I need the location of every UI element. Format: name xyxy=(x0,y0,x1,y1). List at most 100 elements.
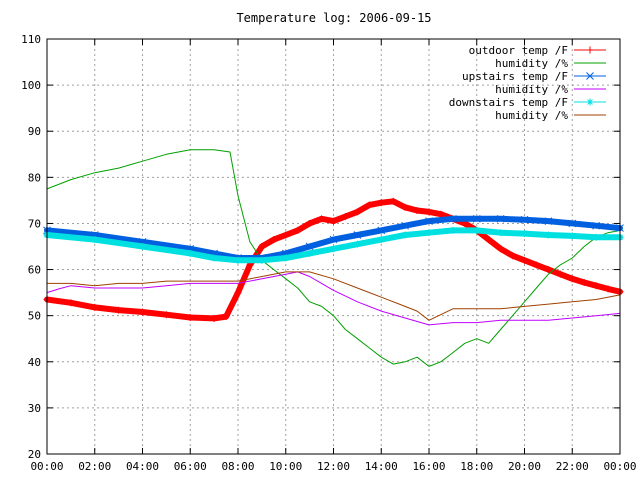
legend-label: outdoor temp /F xyxy=(469,44,568,57)
series-point-4 xyxy=(592,233,600,241)
series-point-2 xyxy=(496,214,505,223)
axis-ticks: 20 30 40 50 60 70 80 90 100 110 00:00 02:00 04:00 06:… xyxy=(21,33,636,473)
y-tick-label: 70 xyxy=(28,217,41,230)
series-point-4 xyxy=(306,249,314,257)
series-point-0 xyxy=(294,226,302,234)
series-point-4 xyxy=(401,231,409,239)
series-point-4 xyxy=(568,232,576,240)
legend-label: humidity /% xyxy=(495,109,568,122)
series-point-2 xyxy=(592,221,600,230)
series-point-0 xyxy=(425,208,433,216)
series-point-0 xyxy=(91,303,99,311)
series-point-0 xyxy=(270,236,278,244)
x-tick-label: 20:00 xyxy=(508,460,541,473)
x-tick-label: 00:00 xyxy=(603,460,636,473)
y-tick-label: 60 xyxy=(28,264,41,277)
series-point-4 xyxy=(186,249,194,257)
series-point-4 xyxy=(330,245,337,253)
series-point-0 xyxy=(389,197,397,205)
y-tick-label: 110 xyxy=(21,33,41,46)
x-tick-label: 04:00 xyxy=(126,460,159,473)
series-point-0 xyxy=(556,270,564,278)
series-point-0 xyxy=(401,203,409,211)
series-line-5 xyxy=(46,271,621,321)
series-point-0 xyxy=(604,285,612,293)
series-point-0 xyxy=(282,231,290,239)
legend-label: humidity /% xyxy=(495,57,568,70)
series-point-0 xyxy=(115,306,123,314)
series-point-0 xyxy=(437,210,445,218)
series-point-4 xyxy=(521,230,528,238)
y-tick-label: 30 xyxy=(28,402,41,415)
chart-title: Temperature log: 2006-09-15 xyxy=(236,11,431,25)
y-tick-label: 90 xyxy=(28,125,41,138)
grid xyxy=(47,39,620,454)
series-line-2 xyxy=(44,215,623,261)
series-point-2 xyxy=(377,226,386,235)
series-point-0 xyxy=(485,236,493,244)
series-point-2 xyxy=(472,214,481,223)
series-point-4 xyxy=(282,254,290,262)
y-tick-label: 50 xyxy=(28,310,41,323)
series-line-0 xyxy=(44,198,623,322)
series-point-0 xyxy=(544,266,552,274)
x-tick-label: 02:00 xyxy=(78,460,111,473)
legend-marker xyxy=(586,46,594,54)
x-tick-label: 12:00 xyxy=(317,460,350,473)
series-point-4 xyxy=(91,236,99,244)
series-point-0 xyxy=(580,278,588,286)
series-point-2 xyxy=(568,219,577,228)
x-tick-label: 18:00 xyxy=(460,460,493,473)
series-point-2 xyxy=(401,221,409,230)
series-point-4 xyxy=(139,243,146,250)
series-point-0 xyxy=(210,314,218,322)
x-tick-label: 08:00 xyxy=(221,460,254,473)
series-point-0 xyxy=(509,252,517,260)
series-point-0 xyxy=(377,199,385,207)
series-line-3 xyxy=(46,271,621,326)
series-point-4 xyxy=(473,226,481,234)
series-point-0 xyxy=(139,308,146,316)
y-tick-label: 20 xyxy=(28,448,41,461)
series-point-4 xyxy=(544,231,552,239)
series-point-2 xyxy=(353,231,362,239)
x-tick-label: 22:00 xyxy=(556,460,589,473)
series-point-0 xyxy=(365,201,373,209)
legend-label: upstairs temp /F xyxy=(462,70,568,83)
series-point-0 xyxy=(353,208,361,216)
series-point-0 xyxy=(186,314,194,322)
series-point-2 xyxy=(449,214,457,223)
series-point-4 xyxy=(353,240,361,248)
series-point-0 xyxy=(330,217,337,225)
series-point-0 xyxy=(258,243,266,250)
series-point-0 xyxy=(532,261,540,269)
x-tick-label: 16:00 xyxy=(412,460,445,473)
x-tick-label: 00:00 xyxy=(30,460,63,473)
series-point-0 xyxy=(568,275,576,283)
series-point-2 xyxy=(425,217,433,225)
series-point-0 xyxy=(521,256,528,264)
y-tick-label: 100 xyxy=(21,79,41,92)
series-point-2 xyxy=(520,215,529,224)
series-point-0 xyxy=(162,311,170,319)
series-point-4 xyxy=(425,229,433,237)
plot-series xyxy=(43,149,624,367)
series-point-2 xyxy=(544,217,553,225)
series-point-0 xyxy=(497,245,505,253)
y-tick-label: 40 xyxy=(28,356,41,369)
legend-marker xyxy=(586,72,594,80)
y-tick-label: 80 xyxy=(28,171,41,184)
series-point-0 xyxy=(341,213,349,221)
series-point-4 xyxy=(234,256,242,264)
series-point-4 xyxy=(210,254,218,262)
legend-label: downstairs temp /F xyxy=(449,96,568,109)
series-line-1 xyxy=(46,149,621,367)
legend-label: humidity /% xyxy=(495,83,568,96)
series-point-0 xyxy=(222,313,230,321)
series-point-0 xyxy=(413,207,421,215)
series-point-0 xyxy=(67,299,75,307)
series-point-4 xyxy=(258,256,266,264)
series-point-0 xyxy=(592,282,600,290)
